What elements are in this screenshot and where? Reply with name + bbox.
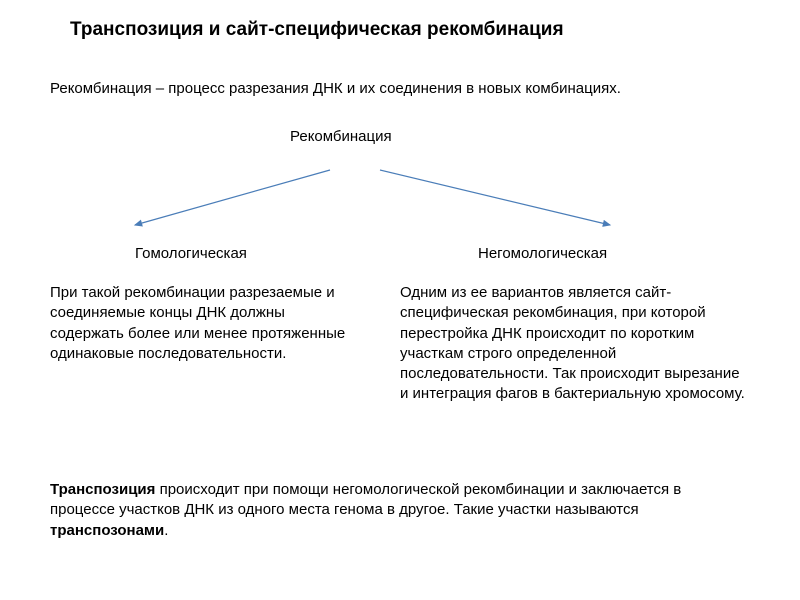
right-branch-label: Негомологическая (478, 245, 607, 262)
footer-text: Транспозиция происходит при помощи негом… (50, 480, 750, 541)
diagram-root-label: Рекомбинация (290, 128, 410, 147)
slide-title: Транспозиция и сайт-специфическая рекомб… (70, 18, 590, 42)
left-branch-body: При такой рекомбинации разрезаемые и сое… (50, 283, 350, 364)
right-arrow-line (380, 170, 610, 225)
right-branch-body: Одним из ее вариантов является сайт-спец… (400, 283, 750, 405)
left-arrow-line (135, 170, 330, 225)
intro-text: Рекомбинация – процесс разрезания ДНК и … (50, 79, 700, 99)
left-branch-label: Гомологическая (135, 245, 247, 262)
branch-arrows (120, 165, 640, 235)
